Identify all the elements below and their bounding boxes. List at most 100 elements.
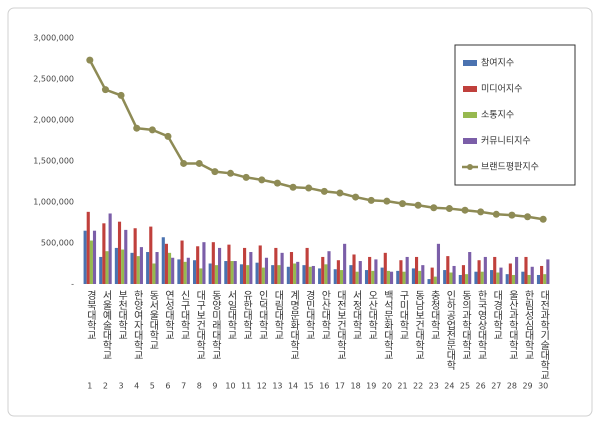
bar <box>355 271 359 284</box>
bar <box>443 270 447 284</box>
bar <box>280 252 284 284</box>
bar <box>490 270 494 284</box>
bar <box>461 265 466 284</box>
rank-label: 23 <box>429 382 439 391</box>
x-tick-label: 서일대학교 <box>225 290 237 340</box>
bar <box>396 270 400 284</box>
line-marker <box>320 187 328 195</box>
line-marker <box>258 176 266 184</box>
line-marker <box>117 91 125 99</box>
line-marker <box>352 193 360 201</box>
x-tick-label: 경민대학교 <box>303 289 315 340</box>
rank-label: 22 <box>413 382 423 391</box>
bar <box>133 228 137 284</box>
bar <box>286 266 290 284</box>
line-marker <box>148 126 156 134</box>
bar <box>493 256 497 284</box>
x-tick-label: 유한대학교 <box>241 290 253 340</box>
line-marker <box>539 215 547 223</box>
legend-label: 참여지수 <box>481 57 514 69</box>
bar <box>180 240 184 284</box>
line-marker <box>524 213 532 221</box>
y-tick-label: 2,000,000 <box>33 116 74 125</box>
bar <box>277 265 281 284</box>
line-marker <box>164 132 172 140</box>
bar <box>483 256 487 284</box>
bar <box>211 242 215 284</box>
bar <box>449 272 453 284</box>
bar <box>321 256 325 284</box>
x-tick-label: 동의과학대학교 <box>460 290 472 360</box>
bar <box>149 226 153 284</box>
bar <box>402 271 406 284</box>
bar <box>89 240 93 284</box>
bar <box>414 256 419 284</box>
legend-swatch <box>463 60 477 66</box>
bar <box>246 265 250 284</box>
rank-label: 20 <box>382 382 392 391</box>
x-tick-label: 울산과학대학교 <box>506 290 518 360</box>
bar <box>536 274 541 284</box>
bar <box>196 246 200 284</box>
line-marker <box>383 197 391 205</box>
bar <box>311 265 315 284</box>
rank-label: 4 <box>134 382 139 391</box>
rank-label: 7 <box>181 382 186 391</box>
bar <box>224 261 228 284</box>
bar <box>271 265 275 284</box>
line-marker <box>492 210 500 218</box>
line-marker <box>86 56 94 64</box>
bar <box>368 256 372 284</box>
bar <box>427 279 431 284</box>
bar <box>339 270 344 284</box>
rank-label: 16 <box>319 382 329 391</box>
x-tick-label: 대전과학기술대학교 <box>538 290 550 380</box>
bar <box>399 260 403 284</box>
legend-swatch <box>463 112 477 118</box>
bar <box>230 261 234 284</box>
bar <box>117 221 122 284</box>
line-marker <box>211 168 219 176</box>
legend-swatch <box>463 86 477 92</box>
bar <box>364 270 369 284</box>
bar <box>274 247 278 284</box>
bar <box>177 259 181 284</box>
line-marker <box>477 208 485 216</box>
bar <box>527 274 531 284</box>
rank-label: 2 <box>103 382 108 391</box>
bar <box>302 265 306 284</box>
bar <box>218 247 222 284</box>
bar <box>92 230 97 284</box>
bar <box>155 252 159 284</box>
y-tick-label: - <box>71 280 74 289</box>
line-marker <box>133 124 141 132</box>
line-marker <box>305 184 313 192</box>
bar <box>255 262 259 284</box>
bar <box>333 269 337 284</box>
bar <box>468 252 472 284</box>
bar <box>383 252 387 284</box>
bar <box>458 274 462 284</box>
rank-label: 6 <box>165 382 170 391</box>
rank-label: 18 <box>350 382 360 391</box>
bar <box>405 256 409 284</box>
legend-label: 미디어지수 <box>481 84 522 95</box>
x-tick-label: 연성대학교 <box>162 290 174 340</box>
rank-label: 12 <box>257 382 267 391</box>
bar <box>508 263 512 284</box>
line-marker <box>242 173 250 181</box>
x-tick-label: 대전보건대학교 <box>334 290 346 360</box>
bar <box>411 268 415 284</box>
bar <box>358 261 362 284</box>
bar <box>167 252 172 284</box>
bar <box>511 274 516 284</box>
bar <box>474 271 478 284</box>
legend-label: 커뮤니티지수 <box>481 136 531 147</box>
bar <box>327 251 331 284</box>
bar <box>515 256 519 284</box>
bar <box>289 252 294 284</box>
rank-label: 1 <box>87 382 92 391</box>
bar <box>261 267 265 284</box>
x-tick-label: 인덕대학교 <box>256 290 268 340</box>
